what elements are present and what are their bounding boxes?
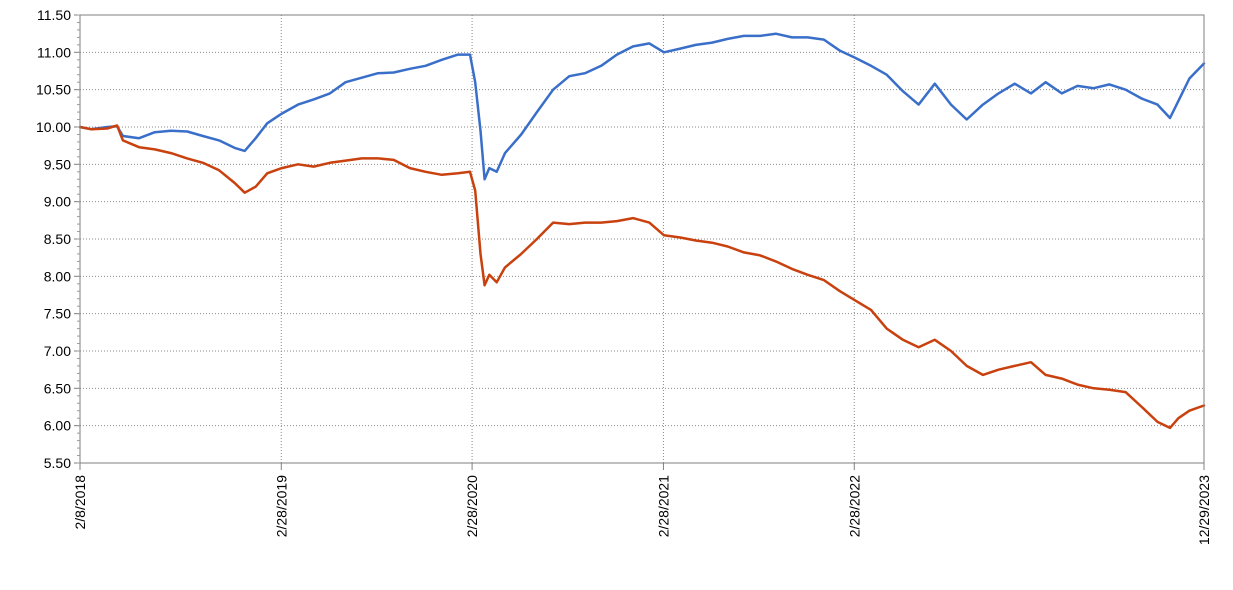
x-tick-label: 2/28/2022 (846, 475, 862, 537)
y-tick-label: 8.50 (44, 231, 71, 247)
x-tick-label: 2/28/2019 (273, 475, 289, 537)
y-tick-label: 6.50 (44, 380, 71, 396)
y-tick-label: 7.00 (44, 343, 71, 359)
y-tick-label: 8.00 (44, 268, 71, 284)
y-tick-label: 6.00 (44, 418, 71, 434)
x-tick-label: 2/28/2021 (655, 475, 671, 537)
y-tick-label: 10.50 (36, 82, 71, 98)
x-tick-label: 2/8/2018 (72, 475, 88, 530)
y-tick-label: 5.50 (44, 455, 71, 471)
x-tick-label: 12/29/2023 (1196, 475, 1212, 545)
axes: 5.50 6.00 6.50 7.00 7.50 8.00 8.50 9.00 9.50 10.0… (36, 7, 1212, 545)
y-tick-label: 7.50 (44, 306, 71, 322)
y-tick-label: 11.50 (37, 7, 71, 23)
grid-lines (80, 15, 1204, 463)
series-line-1 (78, 32, 1206, 181)
y-tick-label: 9.00 (44, 194, 71, 210)
y-tick-label: 10.00 (36, 119, 71, 135)
y-tick-label: 11.00 (37, 44, 71, 60)
y-tick-label: 9.50 (44, 156, 71, 172)
x-tick-label: 2/28/2020 (464, 475, 480, 537)
series-lines (78, 32, 1206, 430)
series-line-2 (78, 124, 1206, 430)
